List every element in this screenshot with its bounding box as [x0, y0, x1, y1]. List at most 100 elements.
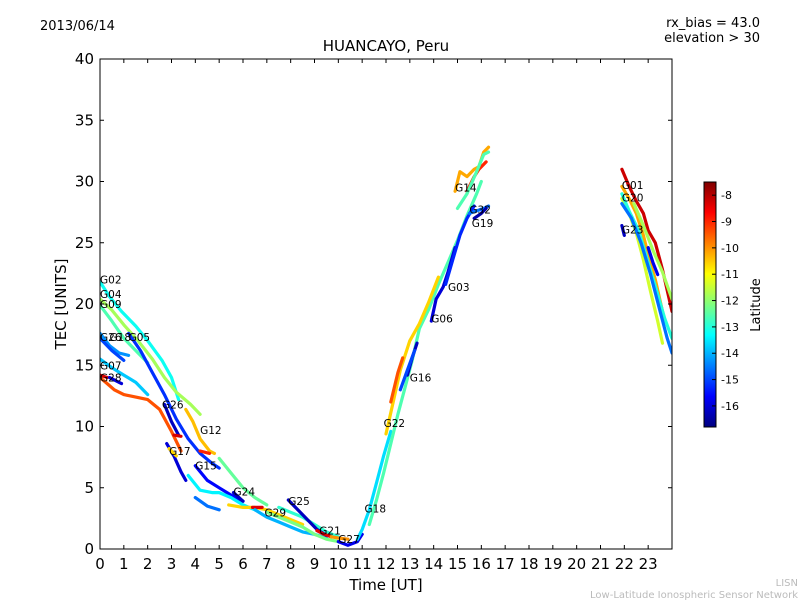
footer-lisn: LISN	[776, 578, 798, 589]
series-label-g25: G25	[288, 496, 310, 508]
x-tick-label: 17	[496, 555, 515, 573]
y-tick-label: 20	[75, 295, 94, 313]
colorbar-label: Latitude	[749, 278, 764, 332]
series-g19	[472, 206, 488, 220]
y-tick-label: 5	[84, 479, 94, 497]
colorbar-tick-label: -16	[721, 400, 739, 413]
x-tick-label: 20	[567, 555, 586, 573]
series-label-g05: G05	[129, 332, 151, 344]
series-g03	[444, 204, 476, 286]
series-label-g02: G02	[100, 275, 122, 287]
x-axis-label: Time [UT]	[348, 576, 422, 594]
x-tick-label: 9	[310, 555, 320, 573]
x-tick-label: 14	[424, 555, 443, 573]
series-g24b	[227, 503, 305, 527]
series-g23	[620, 224, 626, 237]
series-g15c	[193, 496, 221, 512]
series-label-g04: G04	[100, 289, 122, 301]
series-g26	[100, 331, 131, 357]
series-g26b	[162, 402, 181, 437]
series-g20	[620, 184, 665, 313]
plot-frame	[99, 58, 673, 550]
series-label-g23: G23	[622, 224, 644, 236]
series-g24	[231, 491, 245, 503]
x-tick-label: 19	[543, 555, 562, 573]
x-tick-label: 21	[591, 555, 610, 573]
x-axis-ticks: 0 1 2 3 4 5 6 7 8 9 10 11 12 13 14 15 16 17 18 19 20 21 22 23	[95, 59, 658, 573]
x-tick-label: 15	[448, 555, 467, 573]
series-g12b	[198, 449, 212, 455]
y-axis-label: TEC [UNITS]	[52, 259, 70, 351]
y-tick-label: 15	[75, 356, 94, 374]
series-label-g28: G28	[100, 373, 122, 385]
footer-network: Low-Latitude Ionospheric Sensor Network	[590, 590, 798, 600]
chart-title: HUANCAYO, Peru	[323, 37, 449, 55]
y-tick-label: 35	[75, 111, 94, 129]
x-tick-label: 22	[615, 555, 634, 573]
series-g07	[100, 357, 150, 397]
y-tick-label: 40	[75, 50, 94, 68]
series-label-g21: G21	[319, 526, 341, 538]
colorbar-tick-label: -15	[721, 374, 739, 387]
series-g16b	[398, 349, 417, 392]
x-tick-label: 10	[329, 555, 348, 573]
y-tick-label: 10	[75, 418, 94, 436]
series-g28	[100, 375, 183, 453]
series-g15d	[217, 456, 269, 507]
x-tick-label: 7	[262, 555, 272, 573]
series-g09	[100, 303, 150, 365]
colorbar-tick-label: -8	[721, 189, 732, 202]
series-g15b	[186, 473, 257, 512]
series-g18m	[355, 429, 393, 541]
series-label-g22: G22	[384, 418, 406, 430]
x-tick-label: 12	[376, 555, 395, 573]
x-tick-label: 5	[214, 555, 224, 573]
series-label-g14: G14	[455, 183, 477, 195]
x-tick-label: 23	[639, 555, 658, 573]
y-axis-ticks: 0 5 10 15 20 25 30 35 40	[75, 50, 672, 558]
colorbar-tick-label: -10	[721, 242, 739, 255]
series-g28b	[100, 373, 109, 380]
date-label: 2013/06/14	[40, 19, 115, 34]
series-g17b	[167, 447, 178, 458]
x-tick-label: 4	[191, 555, 201, 573]
series-label-g26b: G26	[162, 399, 184, 411]
x-tick-label: 13	[400, 555, 419, 573]
series-g21	[315, 529, 333, 539]
series-label-g17: G17	[169, 446, 191, 458]
series-g27	[336, 532, 364, 547]
colorbar	[703, 181, 717, 428]
series-label-g32: G32	[469, 205, 491, 217]
series-label-g29: G29	[265, 507, 287, 519]
colorbar-ticks: -8 -9 -10 -11 -12 -13 -14 -15 -16	[712, 189, 739, 413]
x-tick-label: 3	[167, 555, 177, 573]
series-label-g18: G18	[110, 332, 132, 344]
series-label-g01: G01	[622, 180, 644, 192]
series-label-g09: G09	[100, 299, 122, 311]
series-g15	[193, 464, 245, 503]
series-g04	[100, 297, 202, 416]
y-tick-label: 30	[75, 173, 94, 191]
series-label-g19: G19	[472, 218, 494, 230]
series-g22	[367, 179, 483, 527]
colorbar-tick-label: -14	[721, 347, 739, 360]
series-g28c	[107, 375, 124, 386]
rx-bias-label: rx_bias = 43.0	[666, 16, 760, 31]
x-tick-label: 16	[472, 555, 491, 573]
series-label-g15: G15	[195, 461, 217, 473]
series-g18	[100, 336, 126, 362]
series-g14c	[455, 150, 491, 210]
series-g26c	[172, 433, 183, 438]
x-tick-label: 6	[238, 555, 248, 573]
series-label-g26: G26	[100, 332, 122, 344]
series-g20e	[632, 202, 672, 301]
series-g27b	[329, 535, 350, 541]
series-g29b	[265, 510, 340, 544]
series-label-g07: G07	[100, 360, 122, 372]
elevation-label: elevation > 30	[664, 31, 760, 46]
series-g22c	[389, 356, 405, 404]
series-label-g16: G16	[410, 373, 432, 385]
series-g22b	[384, 275, 440, 436]
series-g20d	[620, 202, 672, 355]
